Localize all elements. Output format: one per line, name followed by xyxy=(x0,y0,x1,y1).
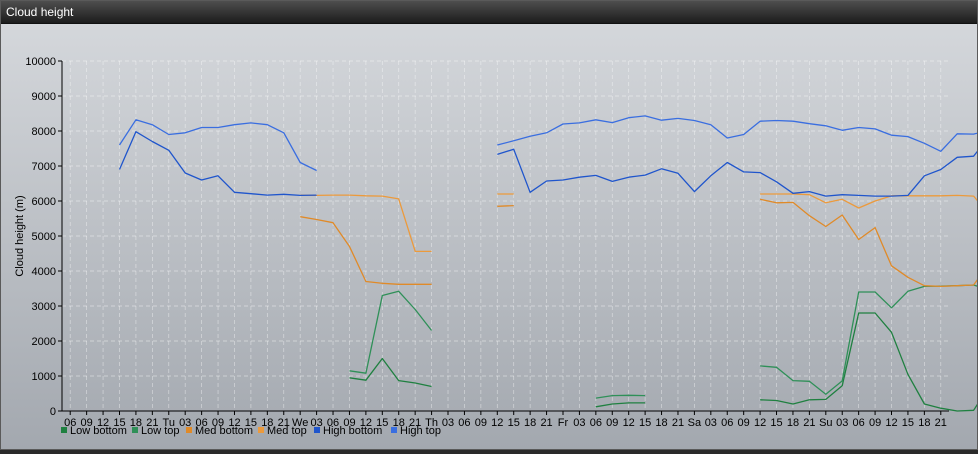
x-tick-label: 15 xyxy=(770,417,782,429)
x-tick-label: 06 xyxy=(195,417,207,429)
x-tick-label: 03 xyxy=(705,417,717,429)
x-tick-label: 21 xyxy=(278,417,290,429)
x-tick-label: 18 xyxy=(524,417,536,429)
high-bottom-line xyxy=(497,148,978,197)
low-top-line xyxy=(595,394,646,399)
x-tick-label: 21 xyxy=(935,417,947,429)
x-tick-label: Su xyxy=(819,417,832,429)
x-tick-label: 18 xyxy=(918,417,930,429)
x-tick-label: 15 xyxy=(113,417,125,429)
x-tick-label: 12 xyxy=(228,417,240,429)
cloud-height-chart: 0 1000 2000 3000 4000 5000 6000 7000 8000 9000 100… xyxy=(1,24,978,449)
x-tick-label: 09 xyxy=(343,417,355,429)
x-tick-label: 15 xyxy=(376,417,388,429)
x-tick-label: 12 xyxy=(97,417,109,429)
x-tick-label: 18 xyxy=(393,417,405,429)
x-tick-label: 09 xyxy=(81,417,93,429)
x-tick-label: 09 xyxy=(869,417,881,429)
x-tick-label: 21 xyxy=(146,417,158,429)
low-bottom-legend-label: Low bottom xyxy=(70,425,127,437)
x-tick-label: 12 xyxy=(885,417,897,429)
x-tick-label: 06 xyxy=(590,417,602,429)
low-bottom-line xyxy=(595,402,646,408)
x-tick-label: 09 xyxy=(212,417,224,429)
x-tick-label: 15 xyxy=(245,417,257,429)
x-tick-label: 03 xyxy=(836,417,848,429)
x-tick-label: Fr xyxy=(558,417,569,429)
x-tick-label: 06 xyxy=(64,417,76,429)
y-tick-label: 7000 xyxy=(32,161,56,173)
high-bottom-legend-label: High bottom xyxy=(323,425,382,437)
y-tick-label: 4000 xyxy=(32,266,56,278)
x-tick-label: 03 xyxy=(442,417,454,429)
x-tick-label: 06 xyxy=(721,417,733,429)
low-bottom-legend-swatch xyxy=(61,427,67,433)
x-tick-label: 15 xyxy=(639,417,651,429)
x-tick-label: 12 xyxy=(623,417,635,429)
y-tick-label: 1000 xyxy=(32,371,56,383)
x-tick-label: 21 xyxy=(672,417,684,429)
high-top-legend-swatch xyxy=(391,427,397,433)
x-tick-label: Tu xyxy=(163,417,175,429)
x-tick-label: 03 xyxy=(573,417,585,429)
x-tick-label: 06 xyxy=(853,417,865,429)
low-bottom-line xyxy=(760,312,978,412)
x-tick-label: 12 xyxy=(360,417,372,429)
high-top-line xyxy=(118,119,317,172)
x-tick-label: 21 xyxy=(803,417,815,429)
y-tick-label: 10000 xyxy=(25,56,56,68)
med-bottom-line xyxy=(497,204,514,207)
med-bottom-legend-swatch xyxy=(186,427,192,433)
y-tick-label: 0 xyxy=(50,406,56,418)
y-tick-label: 9000 xyxy=(32,91,56,103)
x-tick-label: 03 xyxy=(310,417,322,429)
x-tick-label: 18 xyxy=(130,417,142,429)
x-tick-label: 21 xyxy=(409,417,421,429)
y-tick-label: 8000 xyxy=(32,126,56,138)
med-top-legend-label: Med top xyxy=(267,425,307,437)
low-top-line xyxy=(349,290,433,374)
x-tick-label: Th xyxy=(425,417,438,429)
y-tick-label: 2000 xyxy=(32,336,56,348)
high-top-legend-label: High top xyxy=(400,425,441,437)
x-tick-label: 06 xyxy=(458,417,470,429)
x-tick-label: 21 xyxy=(540,417,552,429)
x-tick-label: 09 xyxy=(606,417,618,429)
low-top-legend-label: Low top xyxy=(141,425,180,437)
y-tick-label: 6000 xyxy=(32,196,56,208)
x-tick-label: We xyxy=(292,417,308,429)
med-top-line xyxy=(300,194,432,253)
window-title: Cloud height xyxy=(6,5,74,19)
x-tick-label: 12 xyxy=(491,417,503,429)
low-bottom-line xyxy=(349,357,432,388)
chart-svg: 0 1000 2000 3000 4000 5000 6000 7000 8000 9000 100… xyxy=(14,56,978,437)
x-tick-label: 12 xyxy=(754,417,766,429)
x-tick-label: 09 xyxy=(475,417,487,429)
title-bar: Cloud height xyxy=(1,1,977,24)
x-tick-label: Sa xyxy=(688,417,702,429)
med-bottom-legend-label: Med bottom xyxy=(195,425,253,437)
y-tick-label: 3000 xyxy=(32,301,56,313)
x-tick-label: 09 xyxy=(738,417,750,429)
high-bottom-line xyxy=(118,131,317,197)
x-tick-label: 06 xyxy=(327,417,339,429)
x-tick-label: 18 xyxy=(787,417,799,429)
med-bottom-line xyxy=(759,198,978,288)
high-top-line xyxy=(497,115,978,152)
med-bottom-line xyxy=(300,216,432,285)
x-tick-label: 15 xyxy=(902,417,914,429)
low-top-legend-swatch xyxy=(132,427,138,433)
x-tick-label: 15 xyxy=(508,417,520,429)
med-top-legend-swatch xyxy=(258,427,264,433)
x-tick-label: 03 xyxy=(179,417,191,429)
med-top-line xyxy=(760,193,978,209)
high-bottom-legend-swatch xyxy=(314,427,320,433)
x-tick-label: 18 xyxy=(261,417,273,429)
x-tick-label: 18 xyxy=(655,417,667,429)
y-tick-label: 5000 xyxy=(32,231,56,243)
y-axis-title: Cloud height (m) xyxy=(14,195,26,276)
